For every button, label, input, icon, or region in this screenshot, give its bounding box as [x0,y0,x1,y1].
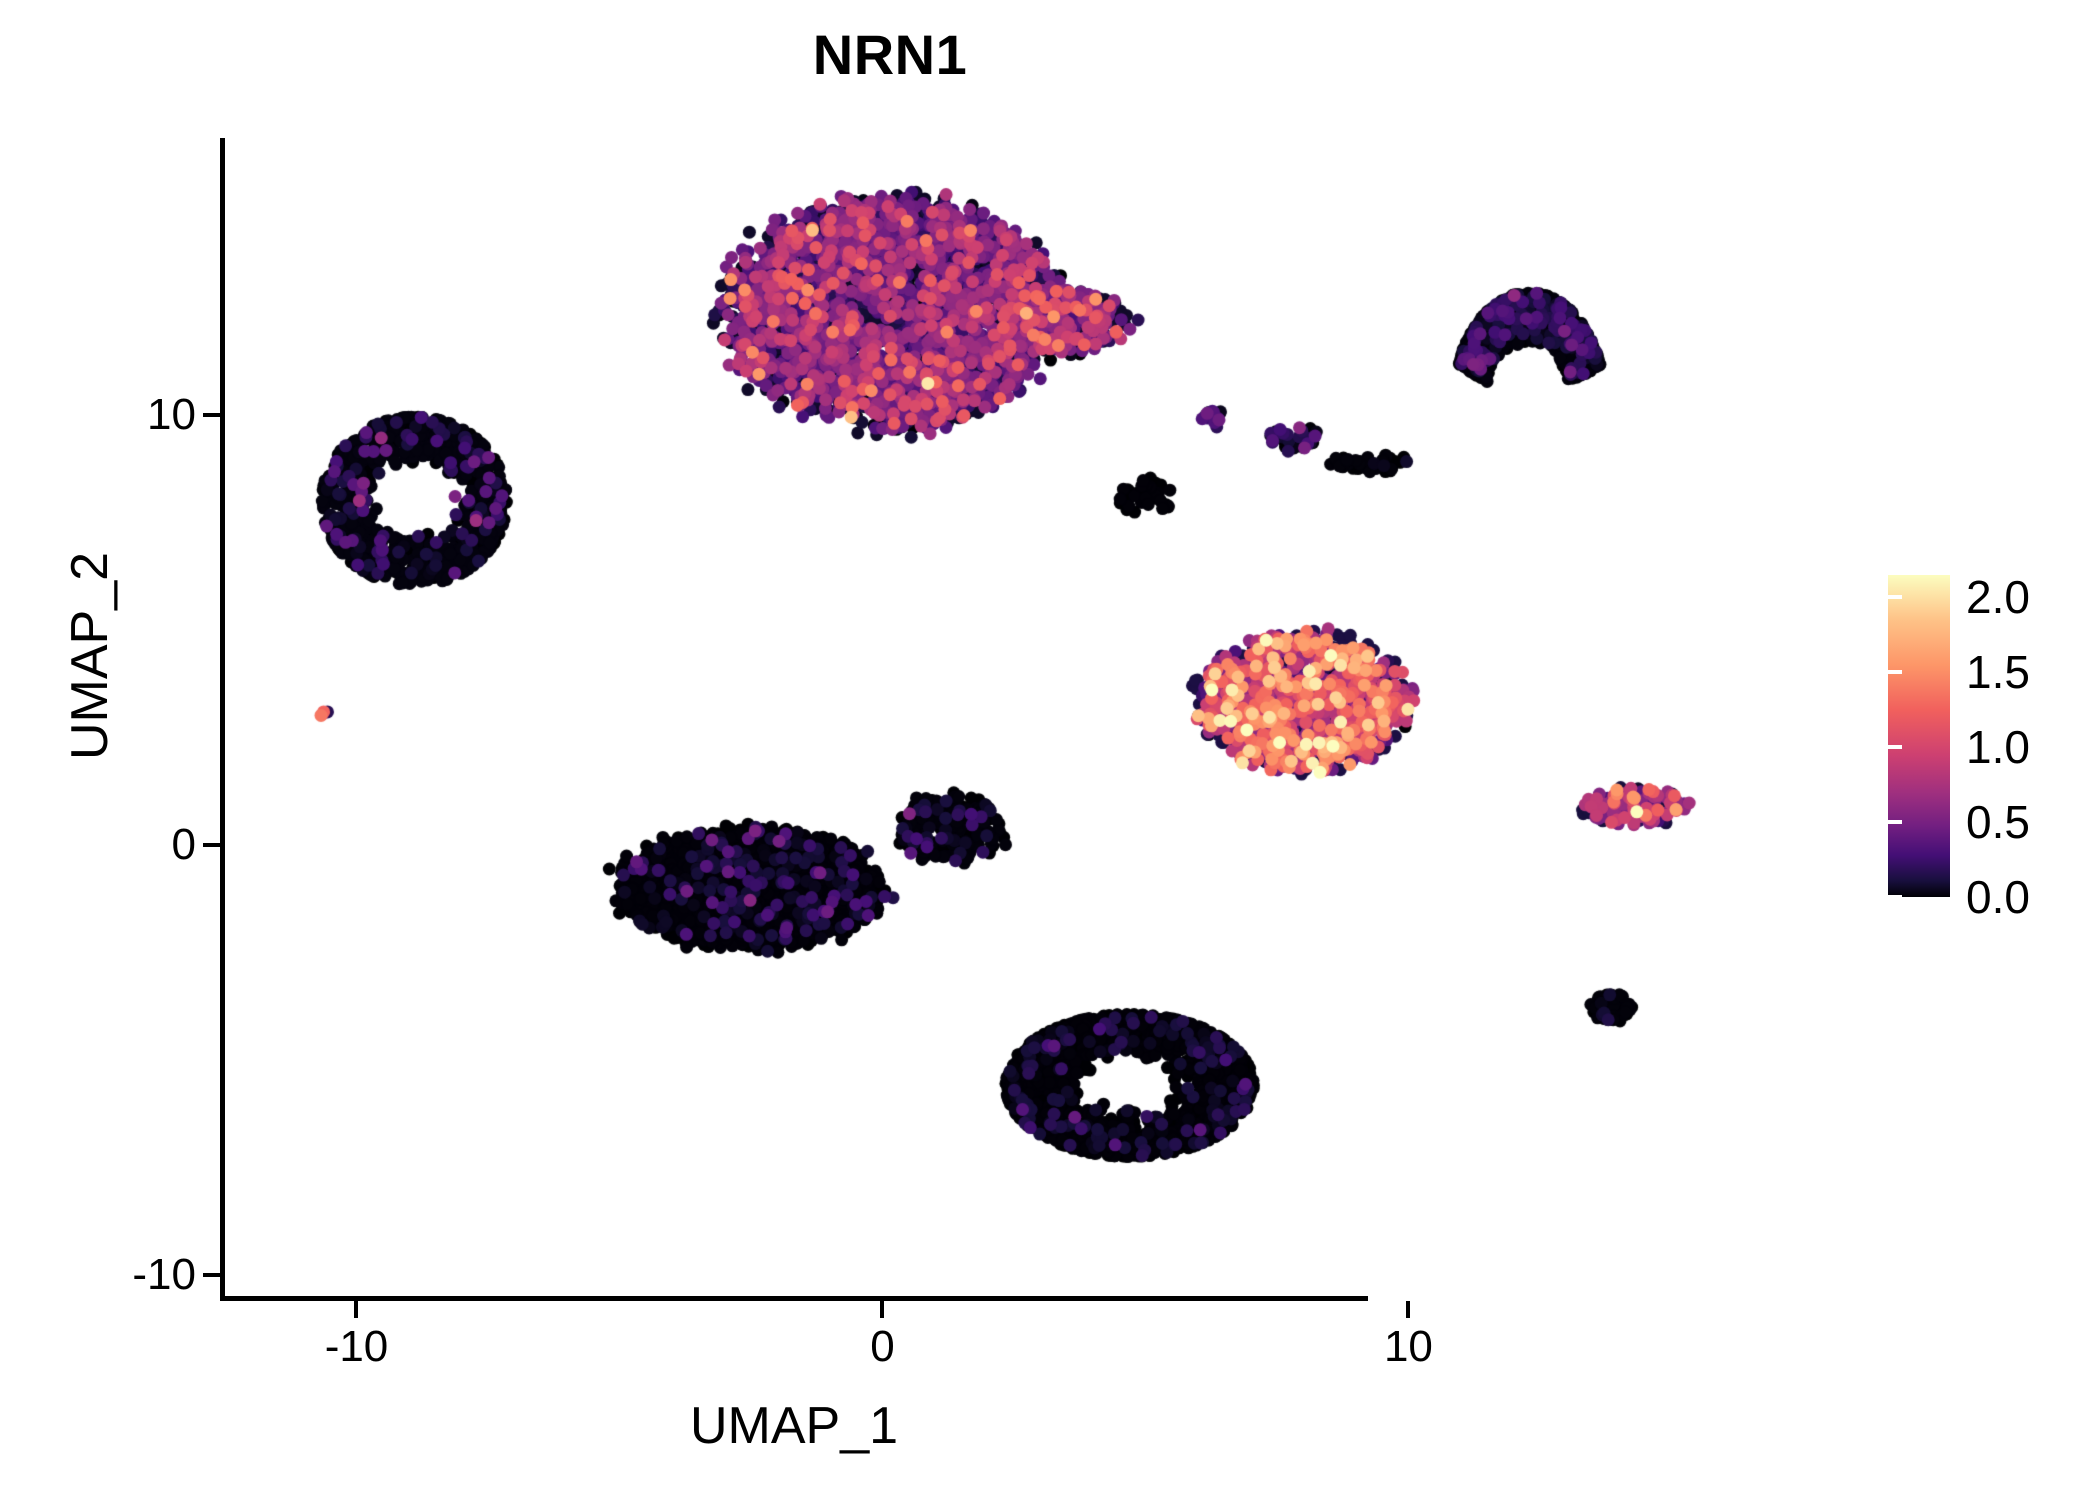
colorbar-tick-mark [1874,895,1888,899]
colorbar-tick-label: 1.5 [1966,646,2030,699]
colorbar-gradient [1888,575,1950,897]
x-tick-mark [354,1301,359,1318]
x-tick-mark [880,1301,885,1318]
y-tick-mark [203,1272,220,1277]
y-tick-mark [203,842,220,847]
y-axis-title: UMAP_2 [61,551,119,761]
colorbar-tick-mark [1888,595,1902,600]
x-tick-mark [1406,1301,1411,1318]
page-title: NRN1 [812,23,968,86]
colorbar-tick-label: 0.0 [1966,871,2030,923]
x-axis-line [220,1296,1368,1301]
colorbar-tick-label: 0.5 [1966,796,2030,849]
colorbar-tick-label: 1.0 [1966,721,2030,774]
scatter-canvas [225,140,1845,1296]
colorbar-tick-label: 2.0 [1966,571,2030,624]
colorbar-tick-mark [1874,745,1888,750]
x-tick-label: -10 [324,1322,389,1371]
x-tick-label: 0 [870,1322,895,1371]
colorbar-tick-mark [1888,670,1902,675]
y-tick-label: 10 [147,390,196,440]
x-axis-title: UMAP_1 [689,1397,899,1455]
colorbar-tick-mark [1874,595,1888,600]
x-tick-label: 10 [1383,1322,1433,1371]
scatter-plot-area [225,140,1845,1296]
colorbar-tick-mark [1888,820,1902,825]
y-tick-label: 0 [171,819,196,869]
colorbar-tick-mark [1888,895,1902,899]
y-tick-label: -10 [132,1249,196,1299]
colorbar-tick-mark [1888,745,1902,750]
colorbar-tick-mark [1874,820,1888,825]
y-axis-line [220,138,225,1301]
colorbar-tick-mark [1874,670,1888,675]
y-tick-mark [203,413,220,418]
